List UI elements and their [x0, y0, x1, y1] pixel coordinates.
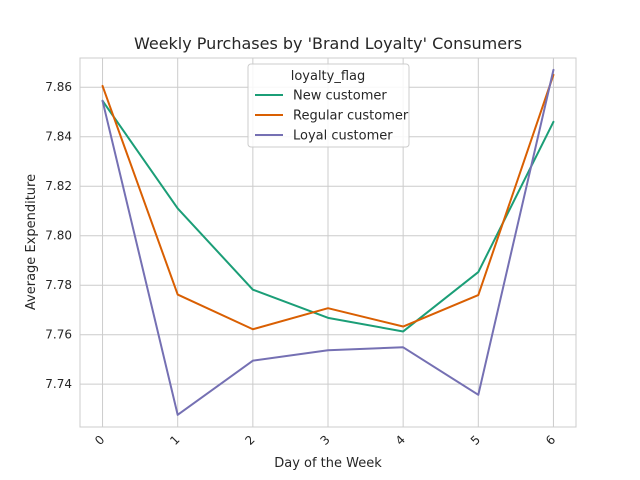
legend-box: [247, 63, 410, 148]
legend-entries: New customer Regular customer Loyal custom…: [255, 89, 409, 144]
legend-title: loyalty_flag: [291, 69, 366, 84]
series-lines: [101, 68, 555, 416]
y-tick-label: 7.86: [45, 80, 72, 94]
legend-label-loyal-customer: Loyal customer: [293, 129, 393, 144]
series-line-loyal-customer: [101, 68, 555, 416]
plot-area-frame: [79, 57, 577, 428]
y-tick-label: 7.74: [45, 377, 72, 391]
legend: loyalty_flag New customer Regular custome…: [247, 63, 410, 148]
y-tick-labels: 7.74 7.76 7.78 7.80 7.82 7.84 7.86: [45, 80, 72, 391]
chart-title: Weekly Purchases by 'Brand Loyalty' Cons…: [134, 34, 522, 53]
series-line-new-customer: [101, 99, 555, 333]
x-axis-label: Day of the Week: [274, 456, 382, 471]
y-tick-label: 7.82: [45, 179, 72, 193]
y-tick-label: 7.80: [45, 229, 72, 243]
y-axis-label: Average Expenditure: [24, 174, 39, 310]
y-tick-label: 7.78: [45, 278, 72, 292]
y-tick-label: 7.76: [45, 328, 72, 342]
legend-label-regular-customer: Regular customer: [293, 109, 409, 124]
y-tick-label: 7.84: [45, 130, 72, 144]
series-line-regular-customer: [101, 73, 555, 331]
legend-label-new-customer: New customer: [293, 89, 387, 104]
